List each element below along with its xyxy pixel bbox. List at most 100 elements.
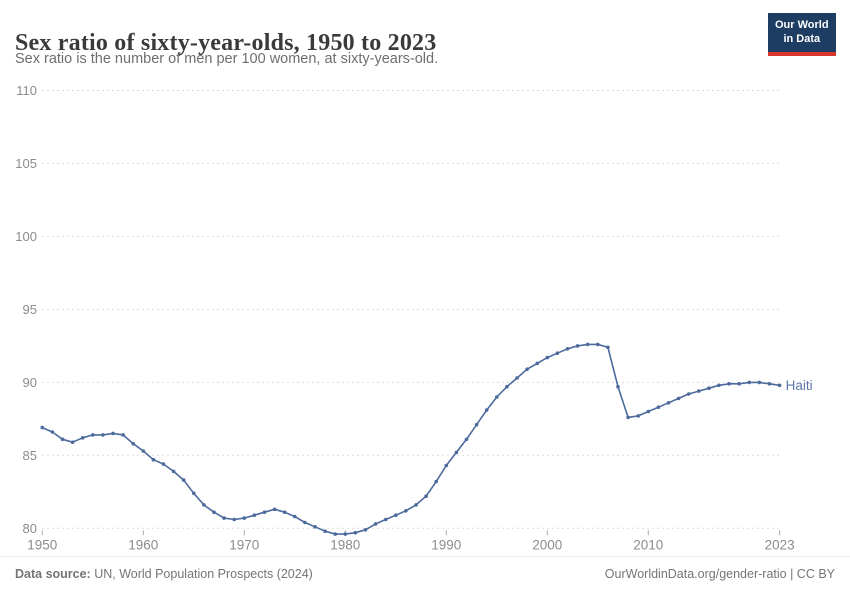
data-point-haiti-1998[interactable] — [525, 367, 529, 372]
data-point-haiti-1969[interactable] — [232, 517, 236, 522]
data-point-haiti-1951[interactable] — [50, 430, 55, 434]
data-point-haiti-1996[interactable] — [505, 384, 509, 389]
data-point-haiti-2009[interactable] — [636, 414, 640, 418]
page-title: Sex ratio of sixty-year-olds, 1950 to 20… — [15, 30, 437, 57]
data-point-haiti-1952[interactable] — [60, 437, 65, 442]
entity-label-haiti[interactable]: Haiti — [786, 378, 813, 393]
data-point-haiti-1989[interactable] — [434, 479, 439, 484]
data-point-haiti-2000[interactable] — [545, 355, 550, 360]
data-point-haiti-1997[interactable] — [515, 376, 519, 380]
data-point-haiti-1973[interactable] — [272, 507, 277, 512]
data-point-haiti-1982[interactable] — [363, 528, 368, 532]
data-line-haiti[interactable] — [41, 343, 781, 535]
data-point-haiti-1963[interactable] — [171, 469, 176, 474]
chart-canvas[interactable]: 80 85 90 95 100 105 110 1950 1960 1970 1980 1990 200… — [0, 80, 850, 556]
data-point-haiti-1988[interactable] — [424, 494, 428, 499]
data-point-haiti-2016[interactable] — [707, 386, 711, 391]
y-axis-label-85: 85 — [23, 448, 37, 463]
data-point-haiti-1968[interactable] — [222, 516, 226, 520]
data-point-haiti-1991[interactable] — [454, 450, 459, 455]
data-point-haiti-1958[interactable] — [121, 433, 125, 437]
x-axis-label-2023: 2023 — [765, 537, 795, 552]
data-point-haiti-1984[interactable] — [383, 517, 388, 522]
data-point-haiti-2008[interactable] — [626, 415, 630, 420]
data-point-haiti-1961[interactable] — [151, 457, 156, 462]
data-point-haiti-1953[interactable] — [70, 440, 75, 445]
data-point-haiti-1955[interactable] — [91, 433, 95, 437]
data-point-haiti-1974[interactable] — [282, 510, 287, 514]
data-point-haiti-1970[interactable] — [242, 516, 247, 520]
owid-logo-line2: in Data — [783, 33, 821, 46]
data-point-haiti-2011[interactable] — [656, 405, 661, 410]
data-point-haiti-1978[interactable] — [323, 529, 327, 533]
x-axis-label-1950: 1950 — [27, 537, 57, 552]
data-point-haiti-1979[interactable] — [333, 532, 338, 536]
x-axis-label-1960: 1960 — [128, 537, 158, 552]
data-point-haiti-1981[interactable] — [353, 530, 358, 535]
data-point-haiti-2007[interactable] — [616, 384, 620, 389]
data-point-haiti-1987[interactable] — [414, 503, 418, 507]
data-point-haiti-2004[interactable] — [585, 342, 590, 347]
data-point-haiti-1966[interactable] — [202, 503, 206, 507]
data-point-haiti-2015[interactable] — [697, 389, 701, 393]
data-point-haiti-1975[interactable] — [293, 514, 297, 519]
data-point-haiti-1965[interactable] — [192, 491, 196, 496]
chart-subtitle: Sex ratio is the number of men per 100 w… — [15, 51, 439, 67]
x-axis-label-1990: 1990 — [431, 537, 461, 552]
data-point-haiti-1985[interactable] — [394, 513, 398, 517]
data-point-haiti-1980[interactable] — [343, 532, 348, 536]
data-point-haiti-1950[interactable] — [40, 425, 45, 430]
x-axis-label-1980: 1980 — [330, 537, 360, 552]
data-point-haiti-1993[interactable] — [474, 422, 479, 427]
data-point-haiti-1983[interactable] — [373, 522, 378, 526]
data-point-haiti-1964[interactable] — [181, 478, 186, 482]
data-point-haiti-1992[interactable] — [464, 437, 469, 442]
data-point-haiti-1994[interactable] — [484, 408, 489, 412]
data-point-haiti-1999[interactable] — [535, 361, 539, 366]
credit-link[interactable]: OurWorldinData.org/gender-ratio | CC BY — [604, 567, 835, 581]
data-source-label: Data source: — [15, 567, 91, 581]
data-point-haiti-1956[interactable] — [101, 433, 105, 437]
y-axis-label-95: 95 — [23, 302, 37, 317]
data-point-haiti-1967[interactable] — [212, 510, 216, 514]
owid-logo[interactable]: Our World in Data — [768, 13, 836, 56]
data-point-haiti-2014[interactable] — [686, 392, 691, 396]
data-point-haiti-1962[interactable] — [161, 462, 166, 466]
y-axis-label-110: 110 — [16, 83, 37, 98]
data-point-haiti-1986[interactable] — [404, 509, 408, 513]
data-point-haiti-2022[interactable] — [767, 382, 772, 386]
data-point-haiti-1995[interactable] — [495, 395, 499, 399]
data-point-haiti-2002[interactable] — [565, 347, 570, 351]
data-point-haiti-2003[interactable] — [575, 344, 580, 348]
data-point-haiti-2006[interactable] — [606, 345, 610, 350]
x-axis-label-2010: 2010 — [633, 537, 663, 552]
data-point-haiti-1959[interactable] — [131, 441, 135, 446]
x-axis-label-1970: 1970 — [229, 537, 259, 552]
data-point-haiti-2010[interactable] — [646, 409, 651, 414]
data-point-haiti-2013[interactable] — [676, 396, 681, 401]
data-point-haiti-2021[interactable] — [757, 380, 762, 385]
y-axis-label-100: 100 — [15, 229, 37, 244]
data-source-note: Data source: UN, World Population Prospe… — [15, 567, 313, 581]
y-axis-label-105: 105 — [15, 156, 37, 171]
y-axis-label-80: 80 — [23, 521, 37, 536]
owid-logo-line1: Our World — [775, 19, 829, 31]
data-point-haiti-2017[interactable] — [717, 383, 721, 388]
data-point-haiti-1972[interactable] — [262, 510, 267, 514]
data-point-haiti-2018[interactable] — [727, 382, 731, 386]
data-point-haiti-2023[interactable] — [777, 383, 782, 388]
data-point-haiti-2005[interactable] — [596, 342, 600, 347]
data-point-haiti-2001[interactable] — [555, 351, 560, 356]
data-point-haiti-1990[interactable] — [444, 463, 449, 468]
data-point-haiti-2020[interactable] — [747, 380, 752, 385]
data-point-haiti-1976[interactable] — [303, 520, 307, 525]
data-point-haiti-2019[interactable] — [737, 382, 741, 386]
data-point-haiti-1971[interactable] — [252, 513, 257, 517]
data-point-haiti-1954[interactable] — [80, 436, 85, 440]
data-point-haiti-2012[interactable] — [666, 401, 671, 405]
data-point-haiti-1957[interactable] — [111, 431, 115, 436]
data-point-haiti-1977[interactable] — [313, 525, 317, 529]
data-point-haiti-1960[interactable] — [141, 449, 146, 453]
x-axis-label-2000: 2000 — [532, 537, 562, 552]
data-source-value: UN, World Population Prospects (2024) — [90, 567, 313, 581]
